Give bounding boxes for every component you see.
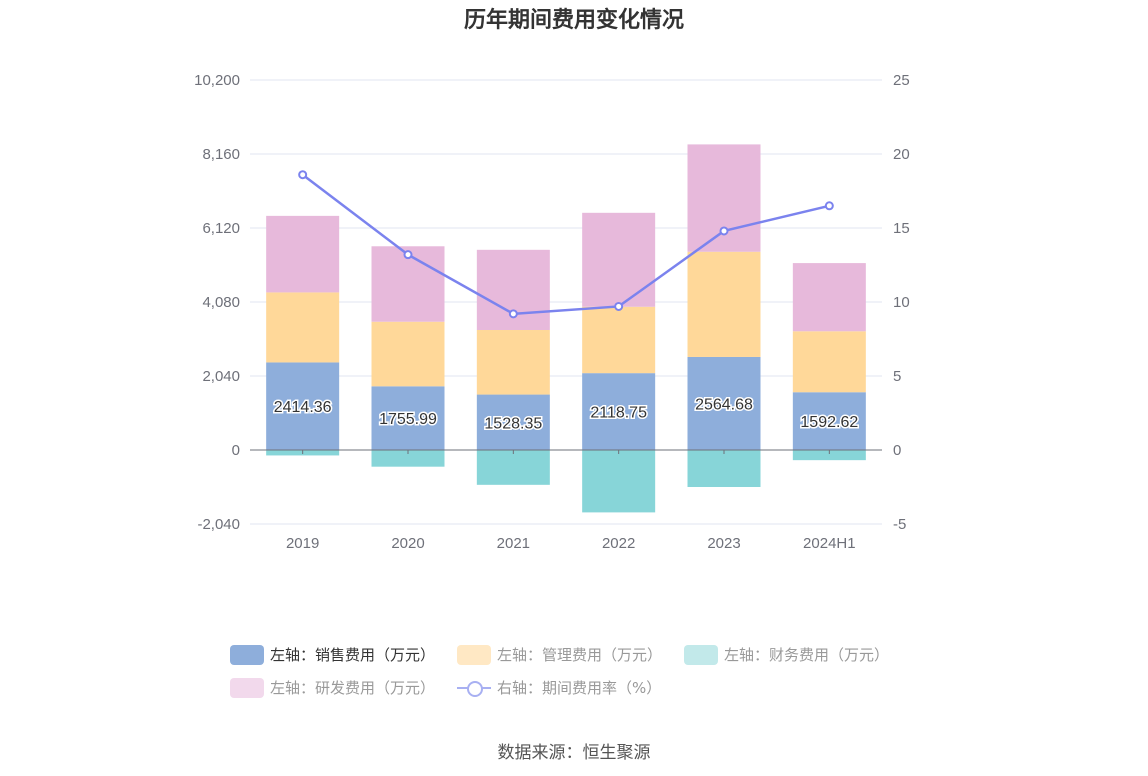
bar-sales — [266, 362, 340, 450]
bar-sales — [792, 392, 866, 450]
legend-item-sales[interactable]: 左轴：销售费用（万元） — [230, 644, 435, 665]
legend-label-admin: 左轴：管理费用（万元） — [497, 646, 663, 664]
bar-finance — [476, 450, 550, 485]
legend-label-sales: 左轴：销售费用（万元） — [270, 646, 436, 664]
x-axis-tick-label: 2020 — [391, 535, 424, 552]
legend-item-rd[interactable]: 左轴：研发费用（万元） — [230, 677, 435, 698]
right-axis-tick-label: -5 — [893, 516, 906, 533]
label-layer: 2414.36 1755.99 1528.35 2118.75 2564.68 1592.… — [272, 395, 860, 434]
legend-label-rd: 左轴：研发费用（万元） — [270, 679, 436, 697]
grid-layer — [250, 79, 882, 525]
data-label-sales: 2414.36 — [274, 399, 332, 416]
x-axis-tick-label: 2021 — [497, 535, 530, 552]
point-expense-rate — [614, 301, 624, 311]
legend-label-rate: 右轴：期间费用率（%） — [497, 679, 662, 697]
bar-admin — [476, 329, 550, 395]
legend-swatch-rate — [457, 678, 492, 698]
bar-layer — [266, 144, 866, 513]
left-axis-tick-label: 0 — [232, 442, 240, 459]
bar-rd — [582, 212, 656, 307]
legend-item-rate[interactable]: 右轴：期间费用率（%） — [457, 677, 661, 698]
data-label-sales: 2118.75 — [590, 405, 647, 422]
data-label-sales: 2564.68 — [695, 396, 753, 413]
bar-admin — [266, 292, 340, 363]
right-axis-tick-label: 10 — [893, 294, 910, 311]
legend-label-finance: 左轴：财务费用（万元） — [724, 646, 890, 664]
bar-admin — [371, 321, 445, 387]
chart-title: 历年期间费用变化情况 — [463, 8, 684, 33]
point-expense-rate — [298, 170, 308, 180]
left-axis-tick-label: 6,120 — [202, 220, 240, 237]
point-expense-rate — [508, 309, 518, 319]
x-axis-tick-label: 2022 — [602, 535, 635, 552]
bar-sales — [687, 356, 761, 450]
x-axis-tick-label: 2019 — [286, 535, 319, 552]
data-label-sales: 1755.99 — [379, 411, 437, 428]
right-axis-tick-label: 5 — [893, 368, 901, 385]
left-axis-tick-label: 4,080 — [202, 294, 240, 311]
line-expense-rate — [301, 173, 830, 316]
line-layer — [298, 170, 834, 319]
bar-sales — [371, 386, 445, 450]
source-note: 数据来源：恒生聚源 — [497, 743, 651, 763]
left-axis-tick-label: 10,200 — [194, 72, 240, 89]
bar-sales — [476, 394, 550, 450]
bar-sales — [582, 373, 656, 450]
x-axis-tick-label: 2023 — [707, 535, 740, 552]
point-expense-rate — [824, 201, 834, 211]
chart-plot: 10,200 25 8,160 20 6,120 15 4,080 10 2,040 5 0 0 -2,… — [194, 72, 910, 552]
bar-finance — [792, 450, 866, 461]
legend-swatch-sales — [230, 644, 264, 665]
legend-swatch-rd — [230, 677, 264, 698]
axis-layer: 10,200 25 8,160 20 6,120 15 4,080 10 2,040 5 0 0 -2,… — [194, 72, 910, 552]
right-axis-tick-label: 25 — [893, 72, 910, 89]
right-axis-tick-label: 0 — [893, 442, 901, 459]
data-label-sales: 1528.35 — [484, 415, 542, 432]
point-expense-rate — [403, 250, 413, 260]
right-axis-tick-label: 20 — [893, 146, 910, 163]
legend-swatch-finance — [684, 644, 719, 665]
left-axis-tick-label: 8,160 — [202, 146, 240, 163]
x-axis-tick-label: 2024H1 — [803, 535, 856, 552]
bar-rd — [792, 263, 866, 332]
legend-swatch-admin — [457, 644, 492, 665]
bar-finance — [687, 450, 761, 487]
right-axis-tick-label: 15 — [893, 220, 910, 237]
bar-finance — [371, 450, 445, 467]
left-axis-tick-label: -2,040 — [197, 516, 240, 533]
legend: 左轴：销售费用（万元） 左轴：管理费用（万元） 左轴：财务费用（万元） 左轴：研… — [230, 638, 930, 704]
point-expense-rate — [719, 226, 729, 236]
bar-rd — [266, 215, 340, 293]
legend-item-finance[interactable]: 左轴：财务费用（万元） — [684, 644, 889, 665]
left-axis-tick-label: 2,040 — [202, 368, 240, 385]
bar-admin — [792, 331, 866, 393]
bar-finance — [582, 450, 656, 513]
bar-admin — [687, 251, 761, 357]
legend-item-admin[interactable]: 左轴：管理费用（万元） — [457, 644, 662, 665]
data-label-sales: 1592.62 — [800, 414, 858, 431]
bar-admin — [582, 306, 656, 374]
bar-rd — [687, 144, 761, 252]
